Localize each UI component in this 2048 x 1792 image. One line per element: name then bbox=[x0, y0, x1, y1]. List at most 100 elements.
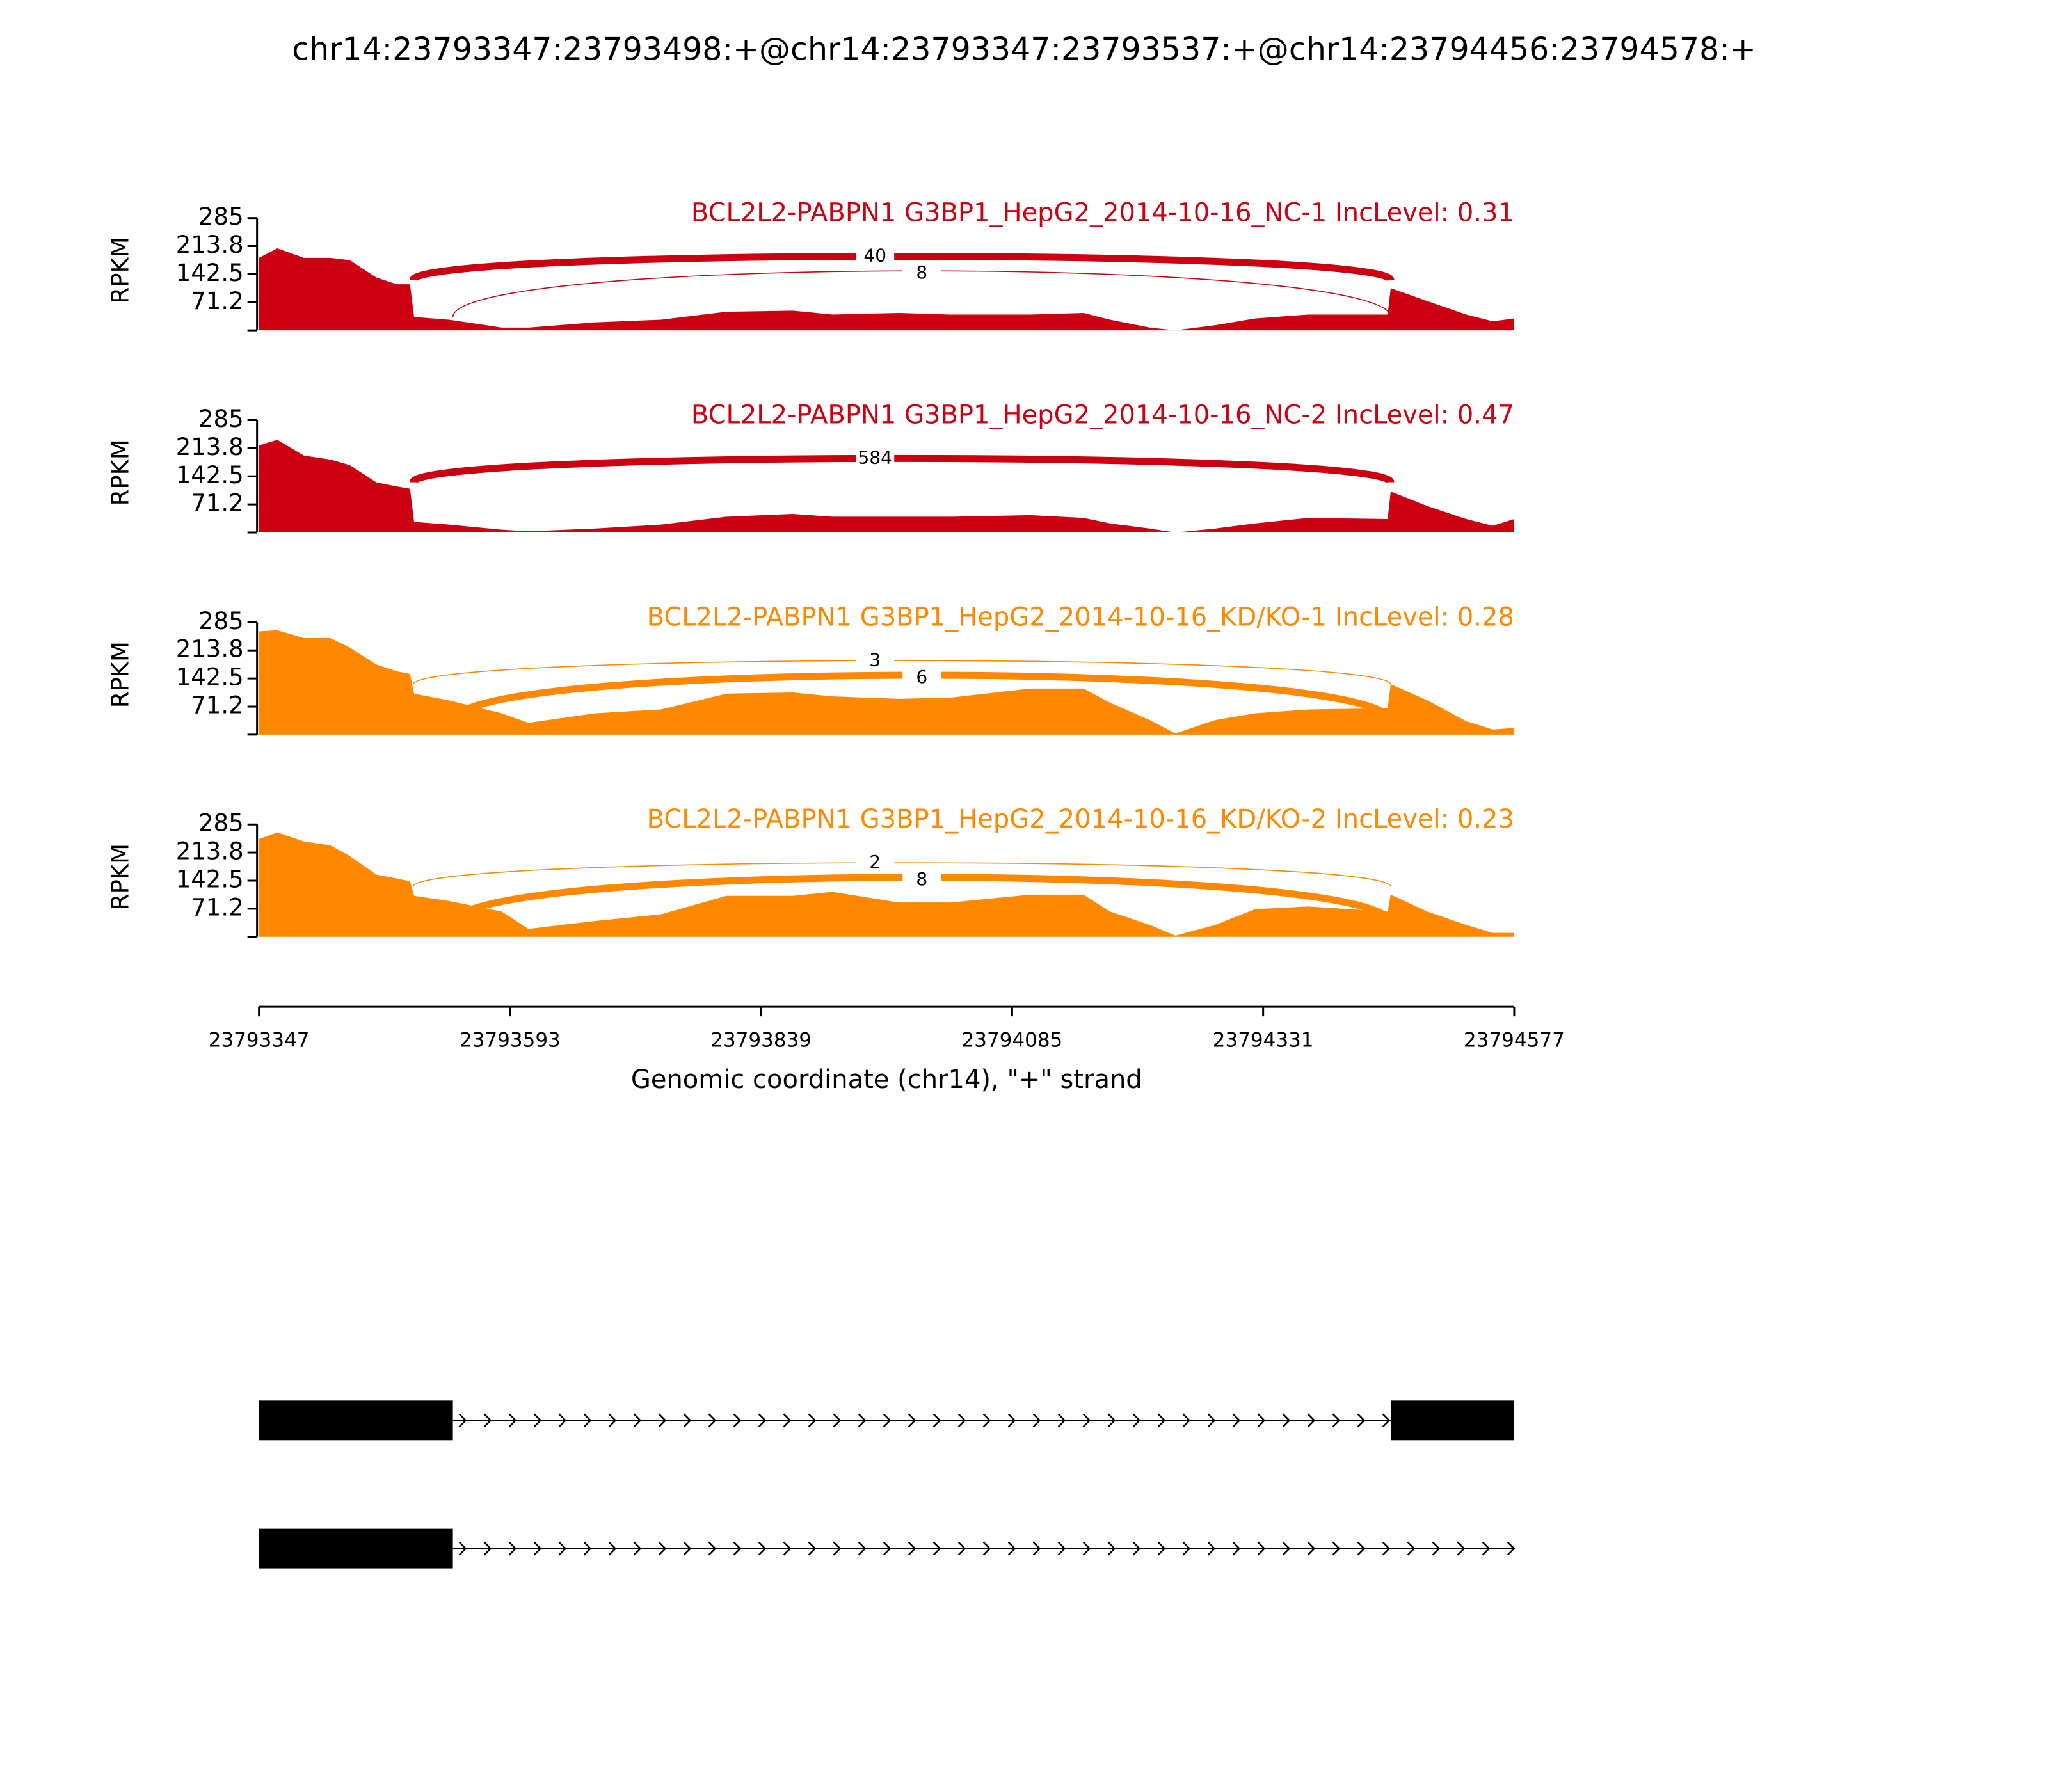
y-tick-label: 213.8 bbox=[176, 231, 244, 259]
intron-arrow bbox=[783, 1413, 792, 1428]
coverage-area bbox=[259, 248, 1514, 331]
y-tick-label: 142.5 bbox=[176, 865, 244, 893]
intron-arrow bbox=[1057, 1541, 1066, 1556]
intron-arrow bbox=[633, 1541, 642, 1556]
intron-arrow bbox=[608, 1541, 617, 1556]
intron-arrow bbox=[1157, 1541, 1166, 1556]
junction-label: 40 bbox=[863, 245, 886, 266]
junction-arc bbox=[412, 862, 1391, 887]
intron-arrow bbox=[458, 1413, 467, 1428]
intron-arrow bbox=[1082, 1413, 1091, 1428]
intron-arrow bbox=[1282, 1413, 1291, 1428]
x-tick-label: 23794331 bbox=[1213, 1028, 1314, 1052]
intron-arrow bbox=[1232, 1413, 1241, 1428]
intron-arrow bbox=[1232, 1541, 1241, 1556]
junction-label-box bbox=[856, 852, 895, 874]
intron-arrow bbox=[483, 1541, 492, 1556]
junction-arc bbox=[409, 454, 1395, 484]
intron-arrow bbox=[608, 1413, 617, 1428]
intron-arrow bbox=[1007, 1541, 1016, 1556]
x-tick-label: 23794085 bbox=[962, 1028, 1063, 1052]
intron-arrow bbox=[708, 1541, 717, 1556]
panel-title: BCL2L2-PABPN1 G3BP1_HepG2_2014-10-16_KD/… bbox=[647, 804, 1514, 834]
intron-arrow bbox=[1032, 1413, 1041, 1428]
junction-arc bbox=[409, 253, 1395, 282]
intron-arrow bbox=[908, 1413, 916, 1428]
intron-arrow bbox=[1307, 1413, 1316, 1428]
intron-arrow bbox=[658, 1541, 667, 1556]
intron-arrow bbox=[908, 1541, 916, 1556]
intron-arrow bbox=[833, 1413, 842, 1428]
y-tick-label: 71.2 bbox=[191, 893, 243, 921]
y-axis-label: RPKM bbox=[106, 237, 134, 303]
panel-title: BCL2L2-PABPN1 G3BP1_HepG2_2014-10-16_KD/… bbox=[647, 602, 1514, 632]
intron-arrow bbox=[458, 1541, 467, 1556]
y-tick-label: 213.8 bbox=[176, 838, 244, 865]
exon bbox=[259, 1400, 453, 1441]
intron-arrow bbox=[1332, 1413, 1341, 1428]
intron-arrow bbox=[533, 1541, 542, 1556]
intron-arrow bbox=[1007, 1413, 1016, 1428]
intron-arrow bbox=[633, 1413, 642, 1428]
intron-arrow bbox=[733, 1541, 742, 1556]
y-axis-label: RPKM bbox=[106, 641, 134, 708]
x-axis-label: Genomic coordinate (chr14), "+" strand bbox=[631, 1065, 1142, 1094]
intron-arrow bbox=[1157, 1413, 1166, 1428]
intron-arrow bbox=[932, 1541, 941, 1556]
intron-arrow bbox=[1132, 1541, 1141, 1556]
junction-label: 8 bbox=[916, 262, 927, 283]
y-axis-label: RPKM bbox=[106, 439, 134, 506]
intron-arrow bbox=[1182, 1413, 1191, 1428]
junction-label-box bbox=[856, 447, 895, 470]
intron-arrow bbox=[1507, 1541, 1516, 1556]
intron-arrow bbox=[1107, 1541, 1116, 1556]
junction-label-box bbox=[856, 650, 895, 672]
y-tick-label: 285 bbox=[198, 203, 244, 230]
intron-arrow bbox=[583, 1541, 592, 1556]
intron-arrow bbox=[1432, 1541, 1441, 1556]
intron-arrow bbox=[1457, 1541, 1466, 1556]
x-tick-label: 23793347 bbox=[209, 1028, 310, 1052]
intron-arrow bbox=[1357, 1541, 1366, 1556]
y-tick-label: 285 bbox=[198, 607, 244, 635]
intron-arrow bbox=[708, 1413, 717, 1428]
intron-arrow bbox=[683, 1413, 692, 1428]
intron-arrow bbox=[1282, 1541, 1291, 1556]
intron-arrow bbox=[483, 1413, 492, 1428]
junction-label-box bbox=[902, 666, 941, 689]
intron-arrow bbox=[733, 1413, 742, 1428]
intron-arrow bbox=[508, 1413, 517, 1428]
coverage-area bbox=[259, 440, 1514, 532]
junction-label: 6 bbox=[916, 666, 927, 687]
junction-label: 584 bbox=[858, 447, 892, 468]
figure-title: chr14:23793347:23793498:+@chr14:23793347… bbox=[292, 31, 1756, 68]
intron-arrow bbox=[1482, 1541, 1491, 1556]
y-axis-label: RPKM bbox=[106, 844, 134, 910]
intron-arrow bbox=[1307, 1541, 1316, 1556]
intron-arrow bbox=[1132, 1413, 1141, 1428]
intron-arrow bbox=[558, 1413, 567, 1428]
intron-arrow bbox=[883, 1413, 892, 1428]
junction-arc bbox=[412, 660, 1391, 685]
junction-label-box bbox=[902, 262, 941, 285]
intron-arrow bbox=[957, 1541, 966, 1556]
intron-arrow bbox=[1382, 1413, 1391, 1428]
intron-arrow bbox=[858, 1541, 867, 1556]
intron-arrow bbox=[758, 1413, 767, 1428]
intron-arrow bbox=[932, 1413, 941, 1428]
intron-arrow bbox=[1257, 1541, 1266, 1556]
intron-arrow bbox=[583, 1413, 592, 1428]
y-tick-label: 142.5 bbox=[176, 461, 244, 489]
junction-label-box bbox=[902, 868, 941, 891]
y-tick-label: 71.2 bbox=[191, 692, 243, 719]
intron-arrow bbox=[533, 1413, 542, 1428]
intron-arrow bbox=[1207, 1541, 1216, 1556]
junction-label-box bbox=[856, 245, 895, 268]
x-tick-label: 23794577 bbox=[1464, 1028, 1565, 1052]
coverage-area bbox=[259, 832, 1514, 937]
panel-title: BCL2L2-PABPN1 G3BP1_HepG2_2014-10-16_NC-… bbox=[691, 401, 1514, 430]
intron-arrow bbox=[982, 1413, 991, 1428]
y-tick-label: 71.2 bbox=[191, 490, 243, 517]
y-tick-label: 213.8 bbox=[176, 433, 244, 461]
